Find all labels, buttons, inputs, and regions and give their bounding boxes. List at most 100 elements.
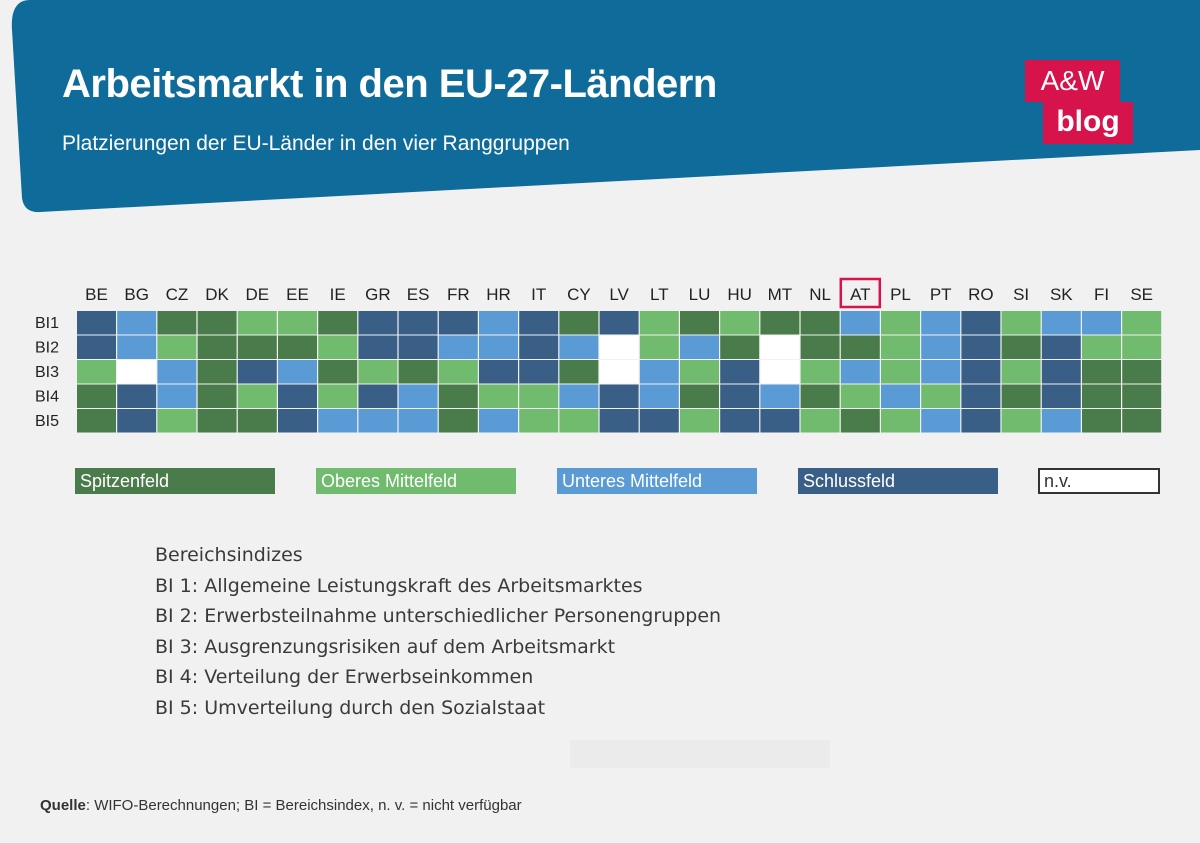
column-label-es: ES [407, 285, 430, 304]
cell-bi2-es-schlussfeld [398, 335, 438, 359]
row-label-bi3: BI3 [35, 364, 59, 381]
cell-bi1-gr-schlussfeld [358, 311, 398, 335]
cell-bi3-it-schlussfeld [519, 360, 559, 384]
cell-bi4-sk-schlussfeld [1041, 384, 1081, 408]
cell-bi3-at-unteres-mittelfeld [840, 360, 880, 384]
cell-bi4-hu-schlussfeld [720, 384, 760, 408]
legend-oberes-mittelfeld: Oberes Mittelfeld [316, 468, 516, 494]
cell-bi4-it-oberes-mittelfeld [519, 384, 559, 408]
cell-bi4-cy-unteres-mittelfeld [559, 384, 599, 408]
cell-bi3-hu-schlussfeld [720, 360, 760, 384]
cell-bi1-fr-schlussfeld [438, 311, 478, 335]
cell-bi2-cy-unteres-mittelfeld [559, 335, 599, 359]
cell-bi1-se-oberes-mittelfeld [1122, 311, 1162, 335]
cell-bi3-bg-n-v- [117, 360, 157, 384]
cell-bi2-fi-oberes-mittelfeld [1082, 335, 1121, 359]
definition-bi2: BI 2: Erwerbsteilnahme unterschiedlicher… [155, 605, 722, 627]
cell-bi2-cz-oberes-mittelfeld [157, 335, 197, 359]
column-label-mt: MT [768, 285, 793, 304]
cell-bi2-lv-n-v- [599, 335, 639, 359]
column-label-ee: EE [286, 285, 309, 304]
cell-bi3-cy-spitzenfeld [559, 360, 599, 384]
cell-bi1-ro-schlussfeld [961, 311, 1001, 335]
cell-bi5-hr-unteres-mittelfeld [479, 409, 518, 433]
column-label-lv: LV [609, 285, 629, 304]
cell-bi2-lt-oberes-mittelfeld [639, 335, 679, 359]
column-label-pl: PL [890, 285, 911, 304]
cell-bi4-mt-unteres-mittelfeld [760, 384, 800, 408]
cell-bi3-se-spitzenfeld [1122, 360, 1162, 384]
cell-bi3-lt-unteres-mittelfeld [639, 360, 679, 384]
column-label-pt: PT [930, 285, 952, 304]
cell-bi2-sk-schlussfeld [1041, 335, 1081, 359]
column-label-de: DE [245, 285, 269, 304]
cell-bi5-dk-spitzenfeld [197, 409, 237, 433]
column-label-cy: CY [567, 285, 591, 304]
cell-bi4-be-spitzenfeld [77, 384, 116, 408]
cell-bi4-ie-oberes-mittelfeld [318, 384, 358, 408]
column-label-nl: NL [809, 285, 831, 304]
cell-bi4-lt-unteres-mittelfeld [639, 384, 679, 408]
column-label-fi: FI [1094, 285, 1109, 304]
cell-bi2-fr-unteres-mittelfeld [438, 335, 478, 359]
cell-bi5-gr-unteres-mittelfeld [358, 409, 398, 433]
logo-line-2: blog [1043, 102, 1133, 144]
aw-blog-logo[interactable]: A&W blog [1025, 60, 1135, 145]
cell-bi5-lu-oberes-mittelfeld [680, 409, 719, 433]
cell-bi5-lv-schlussfeld [599, 409, 639, 433]
cell-bi4-pl-unteres-mittelfeld [881, 384, 920, 408]
cell-bi3-si-oberes-mittelfeld [1001, 360, 1041, 384]
cell-bi4-si-spitzenfeld [1001, 384, 1041, 408]
page-subtitle: Platzierungen der EU-Länder in den vier … [62, 132, 570, 155]
cell-bi3-es-spitzenfeld [398, 360, 438, 384]
cell-bi3-pl-oberes-mittelfeld [881, 360, 920, 384]
cell-bi2-it-schlussfeld [519, 335, 559, 359]
cell-bi5-se-spitzenfeld [1122, 409, 1162, 433]
cell-bi1-hu-oberes-mittelfeld [720, 311, 760, 335]
cell-bi5-es-unteres-mittelfeld [398, 409, 438, 433]
definition-bi1: BI 1: Allgemeine Leistungskraft des Arbe… [155, 574, 643, 597]
definitions-block: Bereichsindizes BI 1: Allgemeine Leistun… [155, 540, 721, 723]
column-label-be: BE [85, 285, 108, 304]
cell-bi2-nl-spitzenfeld [800, 335, 840, 359]
column-label-hu: HU [727, 285, 752, 304]
cell-bi4-bg-schlussfeld [117, 384, 157, 408]
cell-bi4-es-unteres-mittelfeld [398, 384, 438, 408]
cell-bi5-pt-unteres-mittelfeld [921, 409, 961, 433]
faint-placeholder-box [570, 740, 830, 768]
cell-bi1-nl-spitzenfeld [800, 311, 840, 335]
cell-bi4-fi-spitzenfeld [1082, 384, 1121, 408]
cell-bi5-ee-schlussfeld [278, 409, 317, 433]
column-label-it: IT [531, 285, 546, 304]
column-label-cz: CZ [166, 285, 189, 304]
cell-bi1-mt-spitzenfeld [760, 311, 800, 335]
row-label-bi4: BI4 [35, 389, 59, 406]
cell-bi5-ro-schlussfeld [961, 409, 1001, 433]
logo-line-1: A&W [1025, 60, 1120, 102]
cell-bi5-si-oberes-mittelfeld [1001, 409, 1041, 433]
source-text: : WIFO-Berechnungen; BI = Bereichsindex,… [85, 797, 522, 814]
cell-bi2-pt-unteres-mittelfeld [921, 335, 961, 359]
cell-bi2-be-schlussfeld [77, 335, 116, 359]
column-label-si: SI [1013, 285, 1029, 304]
cell-bi4-cz-unteres-mittelfeld [157, 384, 197, 408]
row-label-bi2: BI2 [35, 340, 59, 357]
definitions-heading: Bereichsindizes [155, 544, 303, 566]
cell-bi4-fr-spitzenfeld [438, 384, 478, 408]
cell-bi5-fi-spitzenfeld [1082, 409, 1121, 433]
column-label-se: SE [1130, 285, 1153, 304]
cell-bi3-fr-oberes-mittelfeld [438, 360, 478, 384]
cell-bi4-ee-schlussfeld [278, 384, 317, 408]
cell-bi5-fr-spitzenfeld [438, 409, 478, 433]
cell-bi2-ie-oberes-mittelfeld [318, 335, 358, 359]
cell-bi2-at-spitzenfeld [840, 335, 880, 359]
cell-bi3-hr-schlussfeld [479, 360, 518, 384]
cell-bi2-ro-schlussfeld [961, 335, 1001, 359]
row-label-bi1: BI1 [35, 315, 59, 332]
cell-bi3-ie-spitzenfeld [318, 360, 358, 384]
cell-bi3-lv-n-v- [599, 360, 639, 384]
cell-bi4-se-spitzenfeld [1122, 384, 1162, 408]
cell-bi5-mt-schlussfeld [760, 409, 800, 433]
cell-bi5-de-spitzenfeld [237, 409, 277, 433]
cell-bi3-de-schlussfeld [237, 360, 277, 384]
